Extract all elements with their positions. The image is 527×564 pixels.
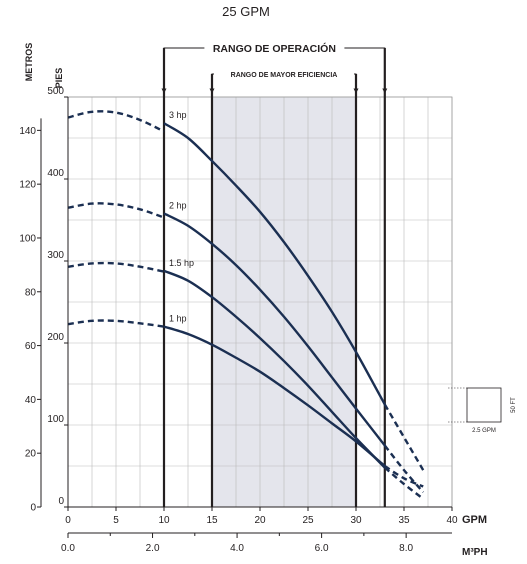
efficiency-range-bracket-right xyxy=(353,73,359,94)
operating-range-bracket-right xyxy=(344,47,388,94)
y-tick-label-feet: 100 xyxy=(47,414,64,425)
x-tick-label-gpm: 5 xyxy=(113,515,119,526)
x-tick-label-gpm: 30 xyxy=(350,515,362,526)
x-tick-label-gpm: 35 xyxy=(398,515,410,526)
y-tick-label-meters: 0 xyxy=(30,503,36,514)
x2-tick-label-m3ph: 8.0 xyxy=(399,543,413,554)
y-tick-label-feet: 400 xyxy=(47,168,64,179)
x2-axis-label-m3ph: M³PH xyxy=(462,547,488,558)
x-tick-label-gpm: 15 xyxy=(206,515,218,526)
y-tick-label-meters: 100 xyxy=(19,233,36,244)
series-dashed-left xyxy=(67,261,165,273)
series-label: 2 hp xyxy=(169,200,187,210)
x2-tick-label-m3ph: 2.0 xyxy=(146,543,160,554)
y-tick-label-feet: 500 xyxy=(47,86,64,97)
axes: 0 100 200 300 400 500 0 20 40 60 80 100 120 140 0 5 10 15… xyxy=(19,86,458,554)
y-tick-label-meters: 140 xyxy=(19,126,36,137)
series-curve xyxy=(163,269,386,469)
x-tick-label-gpm: 40 xyxy=(446,515,458,526)
y-tick-label-feet: 200 xyxy=(47,332,64,343)
series-label: 1.5 hp xyxy=(169,258,194,268)
series-curve xyxy=(163,212,386,447)
series-dashed-left xyxy=(67,319,165,328)
y-tick-label-meters: 20 xyxy=(25,449,37,460)
scale-box-vertical-label: 50 FT xyxy=(511,397,517,413)
x2-tick-label-m3ph: 6.0 xyxy=(315,543,329,554)
efficiency-range-label: RANGO DE MAYOR EFICIENCIA xyxy=(231,72,338,79)
series-label: 1 hp xyxy=(169,314,187,324)
y-axis-label-feet: PIES xyxy=(54,68,64,89)
y-tick-label-meters: 40 xyxy=(25,395,37,406)
x-tick-label-gpm: 0 xyxy=(65,515,71,526)
chart-title: 25 GPM xyxy=(222,4,270,19)
y-tick-label-feet: 0 xyxy=(58,496,64,507)
series-dashed-right xyxy=(384,466,424,500)
x2-tick-label-m3ph: 4.0 xyxy=(230,543,244,554)
y-tick-label-meters: 120 xyxy=(19,180,36,191)
series-label: 3 hp xyxy=(169,110,187,120)
scale-box-horizontal-label: 2.5 GPM xyxy=(472,428,496,434)
operating-range-bracket-left xyxy=(161,47,205,94)
axis-labels: METROS PIES GPM M³PH xyxy=(24,43,488,558)
scale-box: 50 FT 2.5 GPM xyxy=(448,387,517,434)
x2-tick-label-m3ph: 0.0 xyxy=(61,543,75,554)
series-dashed-left xyxy=(67,202,165,219)
series-curve xyxy=(163,325,386,467)
x-axis-label-gpm: GPM xyxy=(462,514,487,526)
x-tick-label-gpm: 20 xyxy=(254,515,266,526)
y-tick-label-feet: 300 xyxy=(47,250,64,261)
y-tick-label-meters: 60 xyxy=(25,341,37,352)
y-tick-label-meters: 80 xyxy=(25,287,37,298)
efficiency-range-bracket-left xyxy=(209,73,215,94)
series-curve xyxy=(163,122,386,406)
curves: 3 hp 2 hp 1.5 hp 1 hp xyxy=(67,110,425,500)
series-dashed-right xyxy=(383,444,425,494)
y-axis-label-meters: METROS xyxy=(24,43,34,82)
grid xyxy=(67,96,453,508)
series-dashed-left xyxy=(67,110,165,133)
scale-box-rect xyxy=(466,387,502,423)
x-tick-label-gpm: 10 xyxy=(158,515,170,526)
x-tick-label-gpm: 25 xyxy=(302,515,314,526)
series-dashed-right xyxy=(384,464,424,488)
operating-range-label: RANGO DE OPERACIÓN xyxy=(213,42,336,55)
